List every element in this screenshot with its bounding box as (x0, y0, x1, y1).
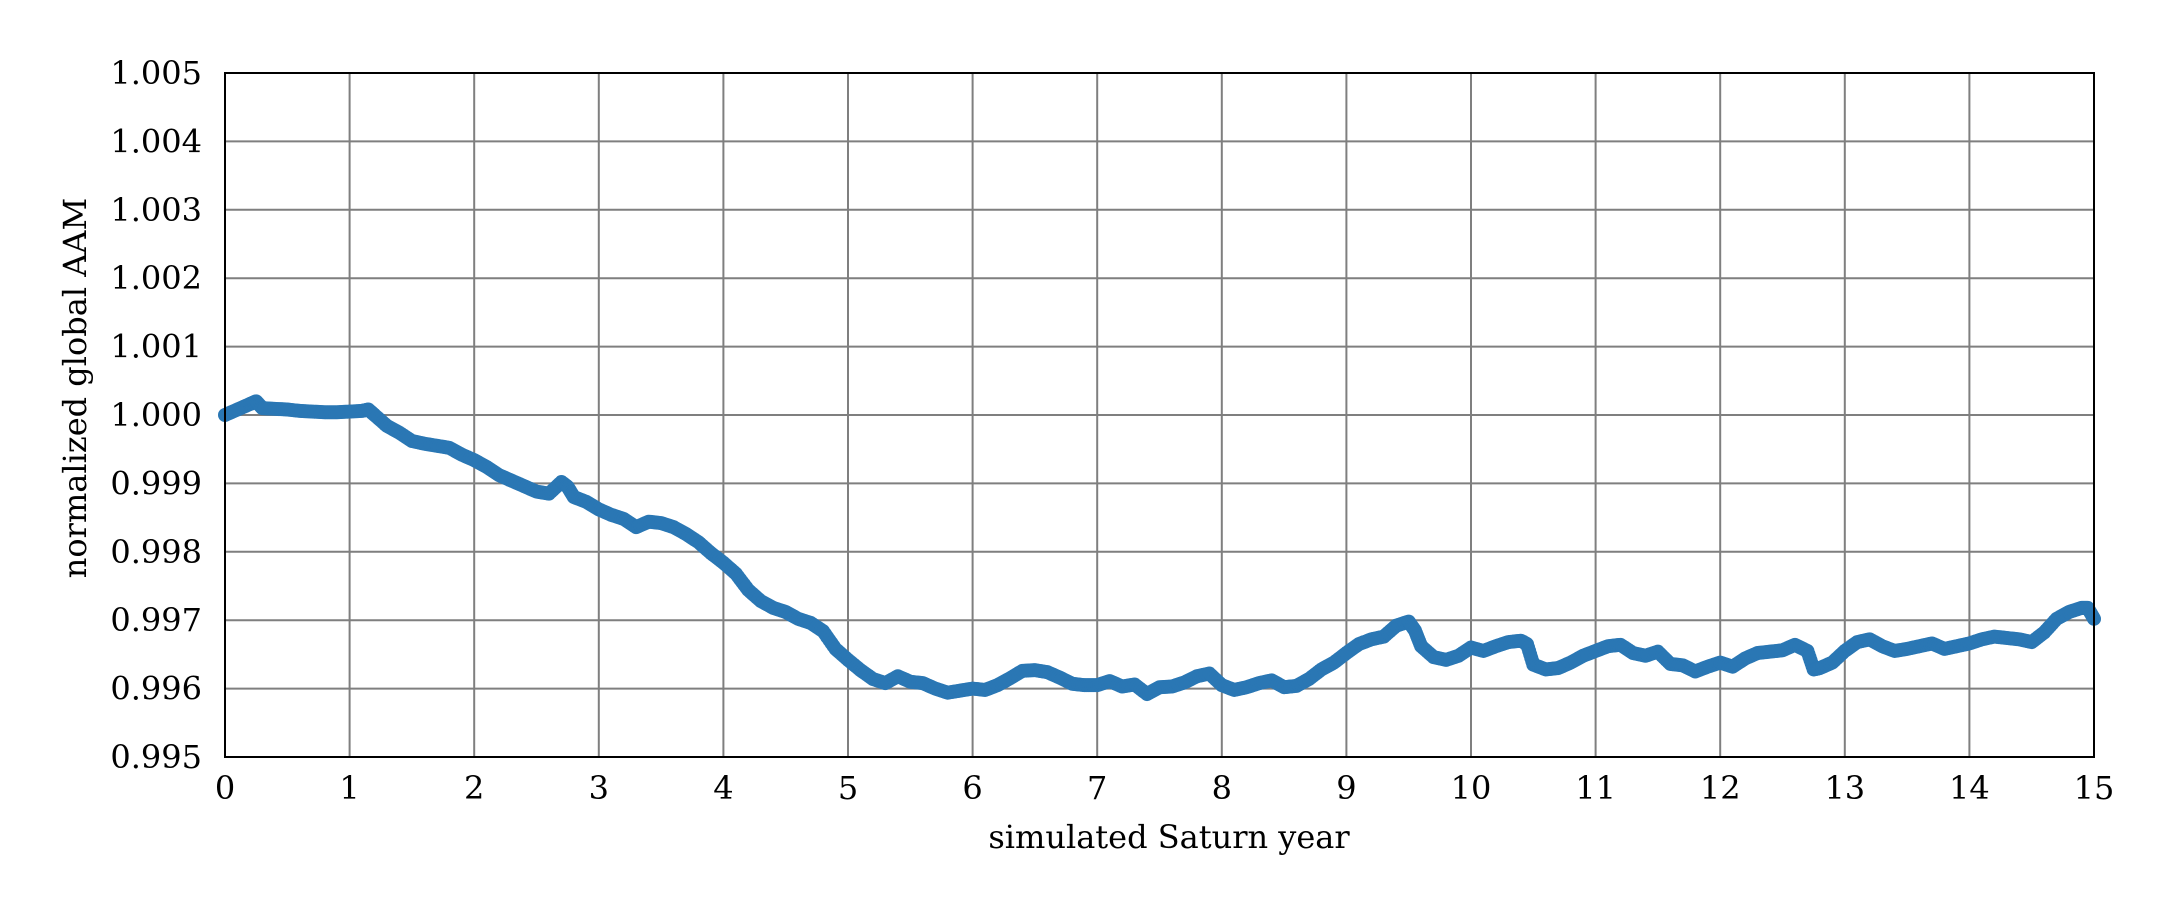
x-tick-label: 3 (589, 769, 609, 807)
x-tick-label: 1 (339, 769, 359, 807)
y-tick-label: 0.998 (110, 533, 202, 571)
y-tick-label: 0.997 (110, 601, 202, 639)
x-tick-labels: 0 1 2 3 4 5 6 7 8 9 10 11 12 13 14 15 (215, 769, 2115, 807)
x-tick-label: 4 (713, 769, 733, 807)
x-tick-label: 15 (2074, 769, 2115, 807)
y-tick-label: 0.995 (110, 738, 202, 776)
x-tick-label: 11 (1575, 769, 1616, 807)
y-tick-labels: 0.995 0.996 0.997 0.998 0.999 1.000 1.001 1.002… (110, 54, 202, 776)
x-tick-label: 2 (464, 769, 484, 807)
y-tick-label: 0.999 (110, 464, 202, 502)
x-tick-label: 14 (1949, 769, 1990, 807)
y-tick-label: 1.001 (110, 328, 202, 366)
y-tick-label: 1.002 (110, 259, 202, 297)
y-tick-label: 0.996 (110, 670, 202, 708)
y-tick-label: 1.003 (110, 191, 202, 229)
x-axis-label: simulated Saturn year (988, 818, 1350, 856)
y-tick-label: 1.005 (110, 54, 202, 92)
x-tick-label: 12 (1700, 769, 1741, 807)
plot-frame (224, 72, 2095, 758)
data-series (218, 394, 2101, 702)
x-tick-label: 9 (1336, 769, 1356, 807)
y-tick-label: 1.000 (110, 396, 202, 434)
x-tick-label: 6 (962, 769, 982, 807)
x-tick-label: 7 (1087, 769, 1107, 807)
y-tick-label: 1.004 (110, 122, 202, 160)
x-tick-label: 10 (1451, 769, 1492, 807)
y-axis-label: normalized global AAM (56, 198, 94, 578)
x-tick-label: 0 (215, 769, 235, 807)
x-tick-label: 5 (838, 769, 858, 807)
x-tick-label: 13 (1824, 769, 1865, 807)
x-tick-label: 8 (1212, 769, 1232, 807)
